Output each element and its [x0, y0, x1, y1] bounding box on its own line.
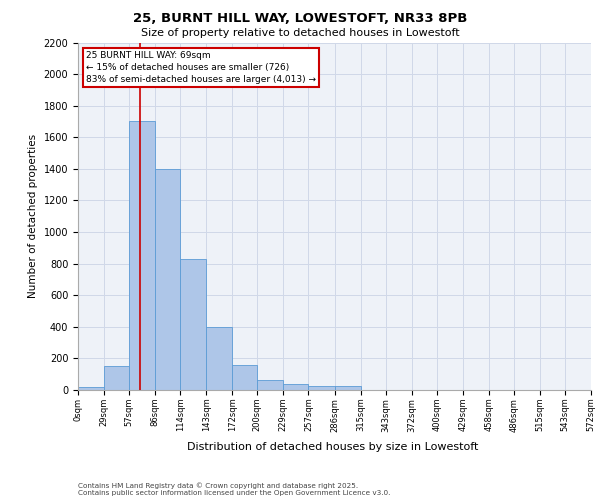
Text: Distribution of detached houses by size in Lowestoft: Distribution of detached houses by size …: [187, 442, 479, 452]
Bar: [78, 387, 104, 390]
Bar: [180, 259, 206, 390]
Bar: [155, 169, 180, 390]
Text: Size of property relative to detached houses in Lowestoft: Size of property relative to detached ho…: [140, 28, 460, 38]
Text: 25, BURNT HILL WAY, LOWESTOFT, NR33 8PB: 25, BURNT HILL WAY, LOWESTOFT, NR33 8PB: [133, 12, 467, 25]
Bar: [129, 122, 155, 390]
Bar: [206, 327, 232, 390]
Bar: [257, 380, 283, 390]
Bar: [335, 386, 361, 390]
Bar: [232, 364, 257, 390]
Y-axis label: Number of detached properties: Number of detached properties: [28, 134, 38, 298]
Text: Contains public sector information licensed under the Open Government Licence v3: Contains public sector information licen…: [78, 490, 391, 496]
Bar: [308, 386, 335, 390]
Bar: [104, 366, 129, 390]
Bar: [283, 384, 308, 390]
Text: Contains HM Land Registry data © Crown copyright and database right 2025.: Contains HM Land Registry data © Crown c…: [78, 482, 358, 489]
Text: 25 BURNT HILL WAY: 69sqm
← 15% of detached houses are smaller (726)
83% of semi-: 25 BURNT HILL WAY: 69sqm ← 15% of detach…: [86, 51, 316, 84]
